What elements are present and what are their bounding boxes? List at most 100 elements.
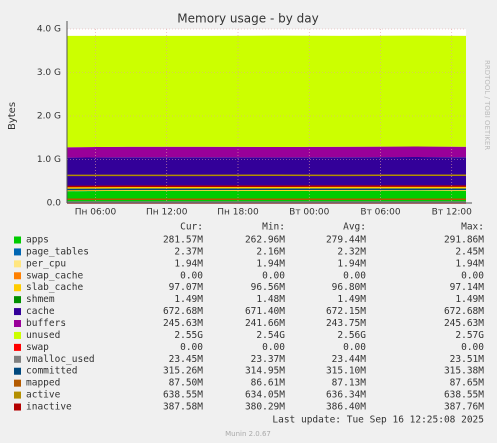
footer: Munin 2.0.67 xyxy=(225,430,271,438)
legend-label: unused xyxy=(26,330,60,341)
legend-stat: 1.94M xyxy=(174,258,203,269)
legend-stat: 0.00 xyxy=(461,270,484,281)
legend-swatch xyxy=(14,236,21,244)
y-tick-label: 4.0 G xyxy=(37,25,61,35)
legend-label: inactive xyxy=(26,402,72,413)
legend-swatch xyxy=(14,355,21,363)
last-update: Last update: Tue Sep 16 12:25:08 2025 xyxy=(272,415,484,426)
legend-stat: 1.49M xyxy=(337,294,366,305)
legend-swatch xyxy=(14,379,21,387)
x-tick-label: Пн 06:00 xyxy=(75,208,117,218)
legend-label: apps xyxy=(26,235,49,246)
legend-stat: 96.56M xyxy=(251,282,286,293)
side-text: RRDTOOL / TOBI OETIKER xyxy=(483,60,491,150)
legend-stat: 315.26M xyxy=(163,366,203,377)
legend-stat: 671.40M xyxy=(245,306,285,317)
legend-label: slab_cache xyxy=(26,282,83,293)
legend-stat: 1.94M xyxy=(455,258,484,269)
legend-stat: 386.40M xyxy=(326,402,366,413)
x-tick-label: Вт 06:00 xyxy=(360,208,400,218)
legend-stat: 245.63M xyxy=(444,318,484,329)
legend-label: swap xyxy=(26,342,49,353)
legend-stat: 0.00 xyxy=(343,342,366,353)
legend-stat: 97.14M xyxy=(450,282,485,293)
legend-stat: 634.05M xyxy=(245,390,285,401)
stacked-area xyxy=(67,190,466,203)
stats-header: Cur: xyxy=(180,222,203,233)
y-tick-label: 3.0 G xyxy=(37,68,61,78)
x-tick-label: Пн 18:00 xyxy=(217,208,259,218)
legend-stat: 1.48M xyxy=(256,294,285,305)
legend-swatch xyxy=(14,343,21,351)
legend-swatch xyxy=(14,320,21,328)
stacked-area xyxy=(67,190,466,192)
legend-swatch xyxy=(14,331,21,339)
stacked-area xyxy=(67,146,466,158)
legend-stat: 672.68M xyxy=(444,306,484,317)
legend-stat: 87.50M xyxy=(169,378,204,389)
stats-header: Avg: xyxy=(343,222,366,233)
legend-swatch xyxy=(14,367,21,375)
legend-label: committed xyxy=(26,366,77,377)
legend-label: shmem xyxy=(26,294,55,305)
legend-stat: 2.16M xyxy=(256,246,285,257)
stats-header: Min: xyxy=(262,222,285,233)
legend-swatch xyxy=(14,260,21,268)
legend-swatch xyxy=(14,296,21,304)
legend-stat: 241.66M xyxy=(245,318,285,329)
legend-swatch xyxy=(14,272,21,280)
legend-stat: 262.96M xyxy=(245,235,285,246)
x-tick-label: Пн 12:00 xyxy=(146,208,188,218)
legend-swatch xyxy=(14,284,21,292)
legend-label: per_cpu xyxy=(26,258,66,269)
legend-stat: 387.76M xyxy=(444,402,484,413)
legend-stat: 2.32M xyxy=(337,246,366,257)
legend-stat: 2.56G xyxy=(337,330,366,341)
legend-stat: 245.63M xyxy=(163,318,203,329)
legend-swatch xyxy=(14,391,21,399)
legend-stat: 315.10M xyxy=(326,366,366,377)
legend-stat: 315.38M xyxy=(444,366,484,377)
legend-swatch xyxy=(14,248,21,256)
legend-label: cache xyxy=(26,306,55,317)
legend-stat: 0.00 xyxy=(180,342,203,353)
legend-stat: 2.54G xyxy=(256,330,285,341)
x-tick-label: Вт 12:00 xyxy=(432,208,472,218)
stacked-area xyxy=(67,35,466,148)
stacked-area xyxy=(67,190,466,192)
legend-stat: 97.07M xyxy=(169,282,204,293)
legend-stat: 672.15M xyxy=(326,306,366,317)
legend-stat: 1.94M xyxy=(337,258,366,269)
y-tick-label: 2.0 G xyxy=(37,112,61,122)
legend-stat: 87.65M xyxy=(450,378,485,389)
legend-stat: 23.44M xyxy=(332,354,367,365)
legend-stat: 2.37M xyxy=(174,246,203,257)
legend-stat: 0.00 xyxy=(262,342,285,353)
legend-label: vmalloc_used xyxy=(26,354,95,365)
legend-stat: 1.49M xyxy=(455,294,484,305)
legend-swatch xyxy=(14,308,21,316)
legend-stat: 672.68M xyxy=(163,306,203,317)
legend-stat: 23.37M xyxy=(251,354,286,365)
legend-stat: 23.45M xyxy=(169,354,204,365)
legend-label: mapped xyxy=(26,378,60,389)
legend-stat: 380.29M xyxy=(245,402,285,413)
x-tick-label: Вт 00:00 xyxy=(289,208,329,218)
legend-stat: 96.80M xyxy=(332,282,367,293)
legend-stat: 23.51M xyxy=(450,354,485,365)
chart-title: Memory usage - by day xyxy=(177,12,318,26)
legend-stat: 0.00 xyxy=(180,270,203,281)
legend-stat: 0.00 xyxy=(262,270,285,281)
y-tick-label: 1.0 G xyxy=(37,155,61,165)
legend-stat: 0.00 xyxy=(461,342,484,353)
legend-stat: 636.34M xyxy=(326,390,366,401)
legend-stat: 291.86M xyxy=(444,235,484,246)
legend-stat: 281.57M xyxy=(163,235,203,246)
legend-stat: 243.75M xyxy=(326,318,366,329)
legend-label: active xyxy=(26,390,61,401)
legend-stat: 279.44M xyxy=(326,235,366,246)
legend-stat: 2.45M xyxy=(455,246,484,257)
legend-swatch xyxy=(14,403,21,411)
legend-stat: 638.55M xyxy=(444,390,484,401)
